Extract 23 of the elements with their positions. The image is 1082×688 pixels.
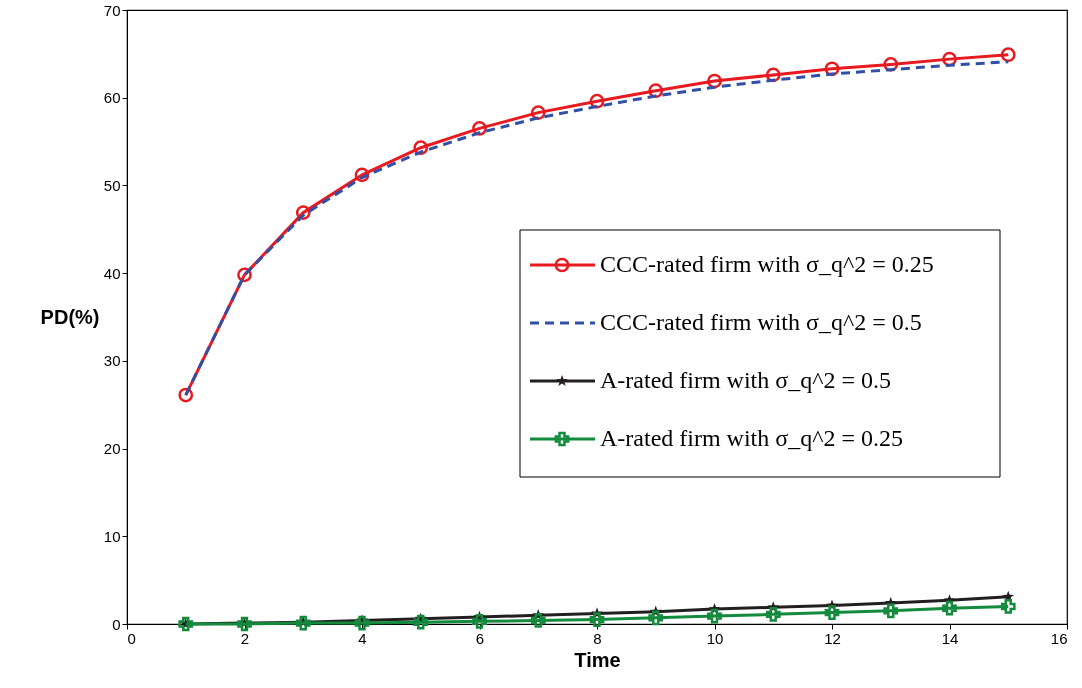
y-axis-title: PD(%) <box>40 305 100 328</box>
x-tick-label: 16 <box>1050 629 1068 647</box>
x-tick-label: 0 <box>127 629 136 647</box>
x-tick-label: 12 <box>824 629 841 647</box>
x-tick-label: 4 <box>358 629 367 647</box>
y-tick-label: 60 <box>103 89 121 107</box>
y-tick-label: 30 <box>103 352 121 370</box>
y-tick-label: 70 <box>103 1 121 19</box>
legend-label: A-rated firm with σ_q^2 = 0.5 <box>600 367 892 393</box>
y-tick-label: 0 <box>112 615 121 633</box>
x-tick-label: 6 <box>475 629 485 647</box>
x-tick-label: 2 <box>240 629 250 647</box>
x-tick-label: 14 <box>941 629 959 647</box>
x-tick-label: 10 <box>706 629 724 647</box>
x-axis-title: Time <box>574 648 621 671</box>
y-tick-label: 20 <box>103 440 121 458</box>
legend-label: A-rated firm with σ_q^2 = 0.25 <box>600 425 904 451</box>
y-tick-label: 50 <box>103 176 121 194</box>
x-tick-label: 8 <box>593 629 602 647</box>
y-tick-label: 10 <box>103 527 121 545</box>
legend-label: CCC-rated firm with σ_q^2 = 0.5 <box>600 309 922 335</box>
legend-label: CCC-rated firm with σ_q^2 = 0.25 <box>600 251 934 277</box>
y-tick-label: 40 <box>103 264 121 282</box>
